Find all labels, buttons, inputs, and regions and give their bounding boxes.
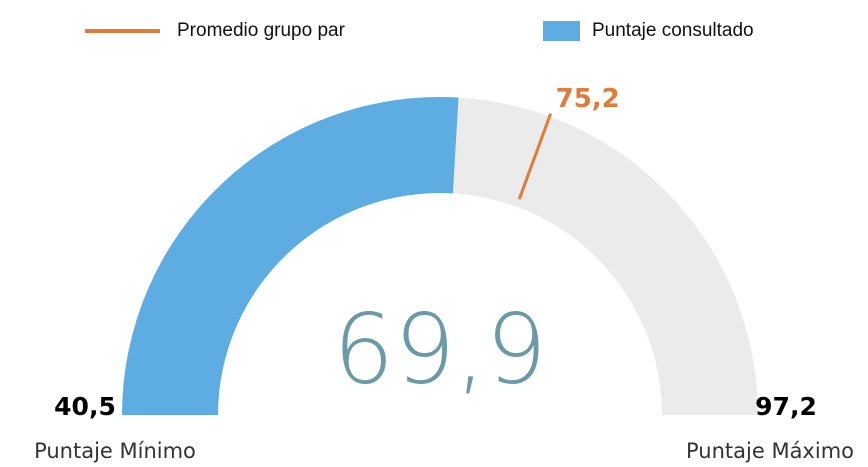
legend-swatch bbox=[543, 21, 580, 41]
reference-label: 75,2 bbox=[556, 84, 620, 114]
legend-label: Puntaje consultado bbox=[592, 20, 754, 41]
tick-label: 97,2 bbox=[755, 392, 817, 421]
center-value: 69,9 bbox=[333, 293, 547, 405]
min-caption: Puntaje Mínimo bbox=[34, 439, 196, 463]
tick-label: 40,5 bbox=[54, 392, 116, 421]
reference-line bbox=[517, 113, 553, 200]
max-caption: Puntaje Máximo bbox=[686, 439, 854, 463]
gauge-value bbox=[122, 96, 459, 415]
legend-label: Promedio grupo par bbox=[177, 20, 346, 41]
